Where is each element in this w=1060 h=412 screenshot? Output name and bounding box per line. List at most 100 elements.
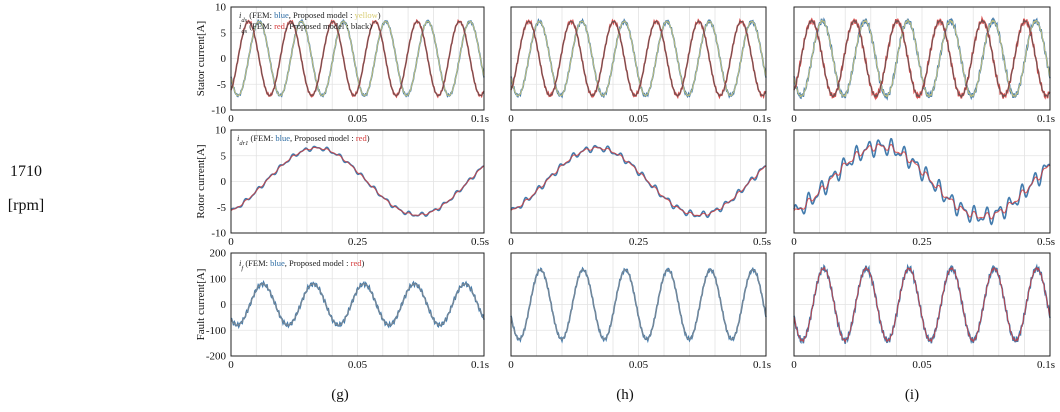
plot-frame xyxy=(230,129,485,234)
legend-token: i xyxy=(237,133,240,143)
legend-if: if (FEM: blue, Proposed model : red) xyxy=(239,258,364,272)
plot-frame xyxy=(510,252,767,357)
x-tick-label: 0.05 xyxy=(912,359,932,371)
plot-frame xyxy=(793,252,1051,357)
x-tick-label: 0.25 xyxy=(912,236,932,248)
legend-token: i xyxy=(239,21,242,31)
x-tick-label: 0 xyxy=(791,113,797,125)
series-idr1-model xyxy=(793,143,1051,220)
x-tick-label: 0.1s xyxy=(471,113,489,125)
x-tick-label: 0.05 xyxy=(348,113,368,125)
legend-token: ) xyxy=(369,21,372,31)
y-tick-label: 0 xyxy=(221,299,227,311)
legend-token: i xyxy=(239,10,242,20)
series-idr1-model xyxy=(230,146,485,216)
y-tick-label: 5 xyxy=(221,150,227,162)
x-tick-label: 0.1s xyxy=(1037,359,1055,371)
legend-token: ) xyxy=(378,10,381,20)
y-tick-label: 0 xyxy=(221,176,227,188)
series-if-model xyxy=(510,268,767,341)
x-tick-label: 0.1s xyxy=(753,359,771,371)
row-unit-label: [rpm] xyxy=(8,197,44,214)
chart-stator-h: 0 0.05 0.1s xyxy=(508,6,771,125)
legend-token: dr1 xyxy=(239,140,248,147)
legend-token: ds xyxy=(241,17,247,24)
y-axis-label: Stator current[A] xyxy=(195,21,207,96)
x-tick-label: 0 xyxy=(508,113,514,125)
x-tick-label: 0.05 xyxy=(629,113,649,125)
series-ids-model xyxy=(230,20,485,97)
row-speed-label: 1710 xyxy=(10,163,42,180)
legend-token: red xyxy=(274,21,286,31)
series-iqs-model xyxy=(793,19,1051,99)
y-tick-label: 10 xyxy=(215,2,227,14)
chart-rotor-h: 0 0.25 0.5s xyxy=(508,129,771,248)
x-tick-label: 0.25 xyxy=(629,236,649,248)
y-tick-label: -10 xyxy=(211,105,226,117)
legend-ids: ids (FEM: blue, Proposed model : yellow) xyxy=(239,10,381,24)
x-tick-label: 0.5s xyxy=(471,236,489,248)
y-tick-label: -10 xyxy=(211,228,226,240)
series-iqs-model xyxy=(230,20,485,97)
legend-token: (FEM: xyxy=(247,10,274,20)
legend-token: i xyxy=(239,258,242,268)
legend-token: qs xyxy=(241,28,247,35)
y-axis-label: Rotor current[A] xyxy=(195,144,207,218)
series-if-model xyxy=(230,282,485,327)
legend-token: (FEM: xyxy=(243,258,270,268)
legend-token: , Proposed model : xyxy=(285,258,351,268)
legend-token: blue xyxy=(275,133,290,143)
chart-stator-i: 0 0.05 0.1s xyxy=(791,6,1055,125)
y-tick-label: 200 xyxy=(210,248,227,260)
x-tick-label: 0.05 xyxy=(348,359,368,371)
legend-idr1: idr1 (FEM: blue, Proposed model : red) xyxy=(237,133,370,147)
x-tick-label: 0.5s xyxy=(1037,236,1055,248)
x-tick-label: 0 xyxy=(791,359,797,371)
legend-token: red xyxy=(351,258,363,268)
caption-g: (g) xyxy=(331,387,349,403)
legend-iqs: iqs (FEM: red, Proposed model : black) xyxy=(239,21,372,35)
legend-token: f xyxy=(241,265,244,272)
caption-i: (i) xyxy=(905,387,919,403)
x-tick-label: 0.1s xyxy=(1037,113,1055,125)
chart-stator-g: 0 0.05 0.1s -10 -5 0 5 10 Stator current[A] ids (… xyxy=(195,2,489,126)
plot-frame xyxy=(510,129,767,234)
y-axis-label: Fault current[A] xyxy=(195,269,207,341)
x-tick-label: 0.25 xyxy=(348,236,368,248)
plot-frame xyxy=(230,6,485,111)
y-tick-label: 100 xyxy=(210,273,227,285)
x-tick-label: 0.5s xyxy=(753,236,771,248)
legend-token: , Proposed model : xyxy=(285,21,351,31)
legend-token: (FEM: xyxy=(248,133,275,143)
legend-token: (FEM: xyxy=(247,21,274,31)
x-tick-label: 0.05 xyxy=(629,359,649,371)
chart-rotor-g: 0 0.25 0.5s -10 -5 0 5 10 Rotor current[A] idr1 (… xyxy=(195,125,489,249)
chart-fault-i: 0 0.05 0.1s xyxy=(791,252,1055,371)
legend-token: black xyxy=(351,21,370,31)
chart-fault-h: 0 0.05 0.1s xyxy=(508,252,771,371)
y-tick-label: 0 xyxy=(221,53,227,65)
y-tick-label: -5 xyxy=(217,202,227,214)
chart-rotor-i: 0 0.25 0.5s xyxy=(791,129,1055,248)
y-tick-label: -5 xyxy=(217,79,227,91)
x-tick-label: 0 xyxy=(508,236,514,248)
x-tick-label: 0.05 xyxy=(912,113,932,125)
y-tick-label: 5 xyxy=(221,27,227,39)
legend-token: blue xyxy=(270,258,285,268)
series-if-model xyxy=(793,266,1051,344)
legend-token: , Proposed model : xyxy=(290,133,356,143)
legend-token: , Proposed model : xyxy=(289,10,355,20)
series-iqs-model xyxy=(510,20,767,97)
caption-h: (h) xyxy=(616,387,634,403)
y-tick-label: -200 xyxy=(206,351,227,363)
legend-token: red xyxy=(356,133,368,143)
legend-token: blue xyxy=(274,10,289,20)
series-ids-model xyxy=(510,20,767,97)
x-tick-label: 0 xyxy=(791,236,797,248)
series-ids-model xyxy=(793,18,1051,98)
legend-token: ) xyxy=(367,133,370,143)
x-tick-label: 0.1s xyxy=(753,113,771,125)
